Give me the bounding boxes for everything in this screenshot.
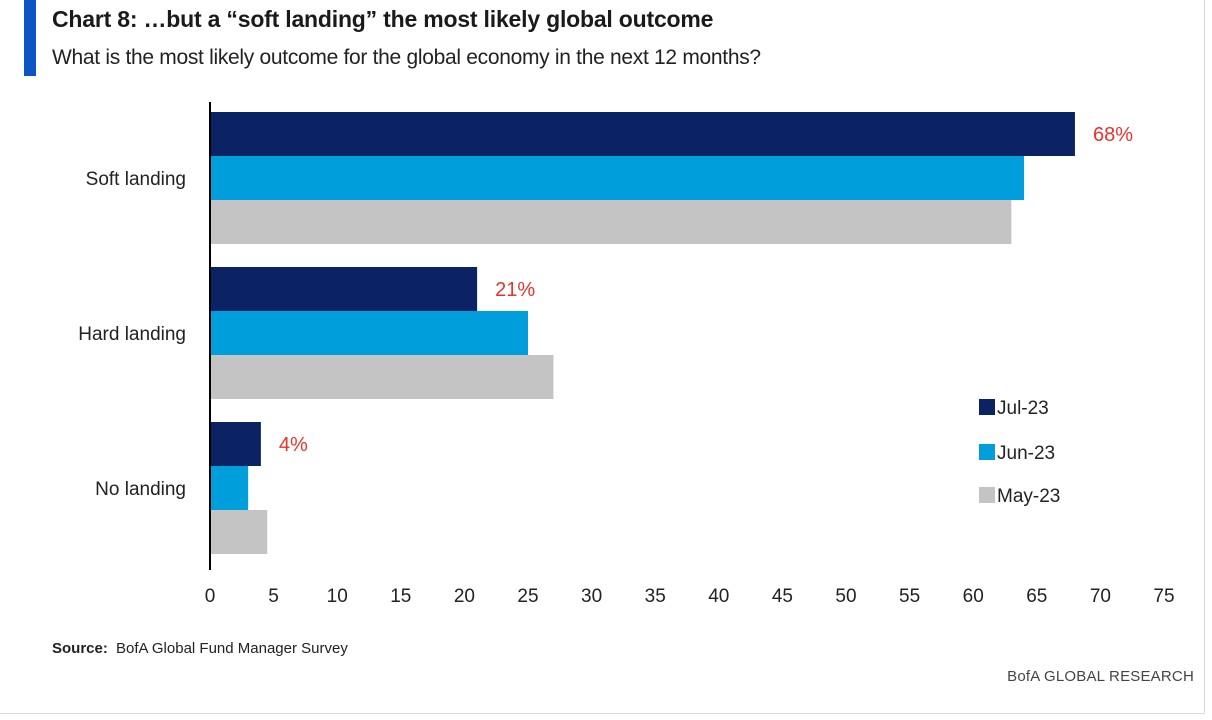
brand-label: BofA GLOBAL RESEARCH xyxy=(1007,668,1194,685)
category-label-hard-landing: Hard landing xyxy=(78,324,186,345)
x-tick-label-35: 35 xyxy=(645,586,666,607)
x-tick-label-45: 45 xyxy=(772,586,793,607)
chart-title: Chart 8: …but a “soft landing” the most … xyxy=(52,6,714,32)
x-tick-label-60: 60 xyxy=(963,586,984,607)
legend-label-jun-23: Jun-23 xyxy=(997,443,1055,464)
legend-swatch-jul-23 xyxy=(979,399,995,415)
x-tick-label-30: 30 xyxy=(581,586,602,607)
bar-hard-landing-may-23 xyxy=(210,355,554,399)
category-label-soft-landing: Soft landing xyxy=(86,169,186,190)
x-tick-label-75: 75 xyxy=(1153,586,1174,607)
source-text: BofA Global Fund Manager Survey xyxy=(116,640,348,657)
x-tick-label-65: 65 xyxy=(1026,586,1047,607)
x-tick-label-70: 70 xyxy=(1090,586,1111,607)
x-tick-label-50: 50 xyxy=(835,586,856,607)
legend-label-jul-23: Jul-23 xyxy=(997,398,1049,419)
bar-soft-landing-jun-23 xyxy=(210,156,1025,200)
legend-label-may-23: May-23 xyxy=(997,486,1060,507)
x-tick-label-20: 20 xyxy=(454,586,475,607)
bar-chart: Soft landing 68% Hard landing 21% No landing… xyxy=(78,102,1175,607)
bar-hard-landing-jun-23 xyxy=(210,311,528,355)
x-tick-label-55: 55 xyxy=(899,586,920,607)
x-tick-label-25: 25 xyxy=(517,586,538,607)
source-note: Source: BofA Global Fund Manager Survey xyxy=(52,640,348,657)
bar-no-landing-jul-23 xyxy=(210,422,261,466)
bar-no-landing-may-23 xyxy=(210,510,268,554)
bar-soft-landing-jul-23 xyxy=(210,112,1075,156)
accent-bar xyxy=(24,0,36,76)
data-label-hard-landing: 21% xyxy=(495,279,535,301)
bar-soft-landing-may-23 xyxy=(210,200,1012,244)
data-label-soft-landing: 68% xyxy=(1093,124,1133,146)
legend-swatch-jun-23 xyxy=(979,444,995,460)
bar-hard-landing-jul-23 xyxy=(210,267,478,311)
x-tick-label-5: 5 xyxy=(268,586,279,607)
x-tick-label-40: 40 xyxy=(708,586,729,607)
category-label-no-landing: No landing xyxy=(95,479,186,500)
x-tick-label-15: 15 xyxy=(390,586,411,607)
x-tick-label-0: 0 xyxy=(205,586,216,607)
source-label: Source: xyxy=(52,640,108,657)
bar-no-landing-jun-23 xyxy=(210,466,249,510)
x-tick-label-10: 10 xyxy=(327,586,348,607)
legend-swatch-may-23 xyxy=(979,487,995,503)
chart-subtitle: What is the most likely outcome for the … xyxy=(52,46,761,69)
data-label-no-landing: 4% xyxy=(279,434,308,456)
